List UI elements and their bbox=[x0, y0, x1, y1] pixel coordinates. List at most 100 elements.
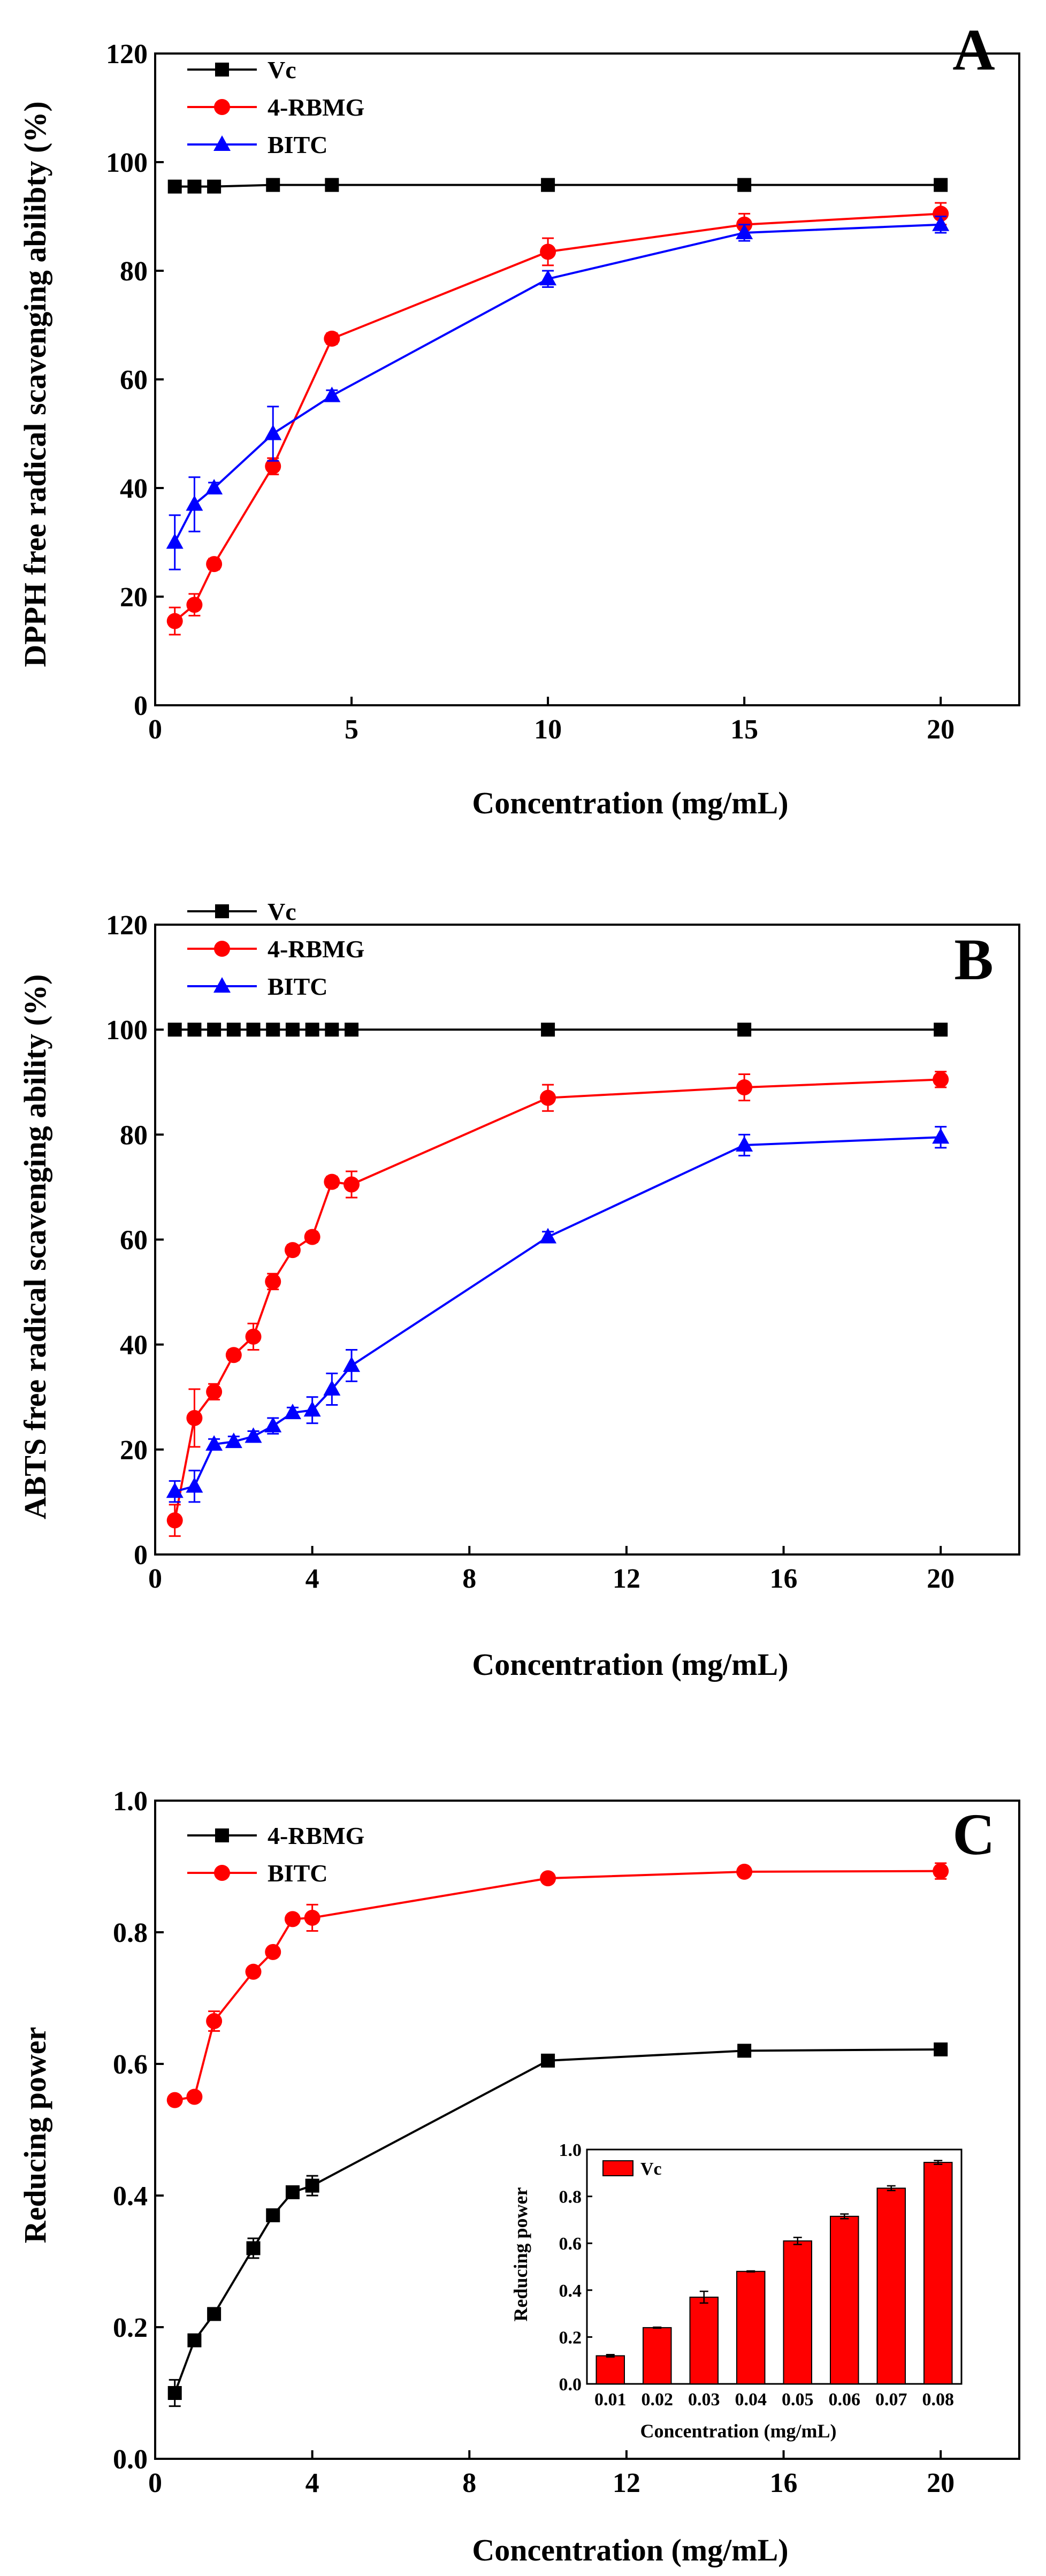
panel-a-chart: A Concentration (mg/mL) DPPH free radica… bbox=[18, 17, 1020, 820]
panel-b-x-tick-label: 20 bbox=[927, 1564, 955, 1594]
panel-c-legend-bitc-marker bbox=[214, 1865, 230, 1881]
panel-a-legend-bitc-label: BITC bbox=[268, 131, 327, 158]
panel-a-legend-4rbmg-marker bbox=[214, 99, 230, 115]
panel-b-legend-4rbmg-marker bbox=[214, 941, 230, 957]
panel-b-legend-vc-label: Vc bbox=[268, 898, 296, 925]
panel-c-y-axis-title: Reducing power bbox=[18, 2027, 52, 2243]
panel-a-x-tick-label: 15 bbox=[730, 714, 758, 745]
panel-c-series-bitc-point bbox=[540, 1870, 556, 1887]
panel-a-y-tick-label: 40 bbox=[120, 474, 148, 504]
panel-b-series-vc-point bbox=[737, 1023, 752, 1037]
panel-b-series-bitc-point bbox=[225, 1432, 242, 1449]
inset-bar-chart: Concentration (mg/mL) Reducing power 0.0… bbox=[510, 2140, 963, 2442]
panel-b-series-bitc-point bbox=[343, 1356, 361, 1372]
inset-x-tick-label: 0.01 bbox=[594, 2390, 627, 2410]
panel-b-legend-bitc-label: BITC bbox=[268, 973, 327, 1000]
panel-a-series-bitc-point bbox=[166, 533, 184, 549]
panel-c-series-bitc-point bbox=[736, 1863, 753, 1880]
inset-bar-vc bbox=[830, 2215, 859, 2385]
panel-c-series-4rbmg-point bbox=[266, 2208, 280, 2222]
inset-x-tick-label: 0.03 bbox=[688, 2390, 720, 2410]
panel-c-plot-frame bbox=[154, 1800, 1020, 2460]
inset-bar-vc bbox=[876, 2188, 906, 2385]
panel-b-y-tick-label: 100 bbox=[106, 1015, 148, 1046]
panel-a-series-4rbmg-point bbox=[933, 205, 949, 222]
panel-a-letter: A bbox=[952, 17, 995, 82]
inset-bar-vc bbox=[783, 2240, 812, 2384]
panel-b-series-4rbmg-point bbox=[206, 1383, 223, 1400]
panel-c-legend-4rbmg-marker bbox=[215, 1828, 229, 1842]
panel-b-series-bitc-point bbox=[303, 1401, 321, 1417]
inset-y-tick-label: 1.0 bbox=[559, 2140, 582, 2160]
panel-a-y-tick-label: 100 bbox=[106, 148, 148, 178]
panel-c-series-4rbmg-point bbox=[737, 2044, 752, 2058]
panel-b-series-4rbmg-point bbox=[933, 1071, 949, 1088]
panel-c-y-tick-label: 1.0 bbox=[113, 1786, 148, 1817]
panel-b-x-tick-label: 4 bbox=[306, 1564, 319, 1594]
panel-a-series-bitc-point bbox=[205, 479, 223, 494]
inset-legend-vc-label: Vc bbox=[640, 2159, 662, 2179]
panel-b-series-4rbmg-point bbox=[304, 1229, 320, 1245]
inset-x-tick-label: 0.08 bbox=[922, 2390, 955, 2410]
panel-a-series-vc-point bbox=[167, 179, 182, 194]
inset-y-tick-label: 0.8 bbox=[559, 2188, 582, 2207]
panel-a-y-tick-label: 120 bbox=[106, 39, 148, 70]
panel-a-series-4rbmg-point bbox=[186, 597, 203, 613]
panel-a-series-4rbmg-point bbox=[166, 613, 183, 629]
panel-a-y-tick-label: 0 bbox=[134, 691, 148, 721]
panel-b-series-vc-point bbox=[345, 1023, 359, 1037]
panel-b-x-axis-title: Concentration (mg/mL) bbox=[472, 1647, 788, 1682]
panel-c-series-4rbmg-point bbox=[167, 2386, 182, 2400]
panel-a-series-vc-point bbox=[266, 178, 280, 192]
panel-b-series-vc-point bbox=[305, 1023, 319, 1037]
panel-a-y-axis-title: DPPH free radical scavenging abilibty (%… bbox=[18, 101, 52, 667]
panel-a-series-vc-point bbox=[737, 178, 752, 192]
panel-b-series-vc-point bbox=[226, 1023, 241, 1037]
panel-a-series-vc-point bbox=[325, 178, 339, 192]
panel-b-series-4rbmg-point bbox=[245, 1328, 262, 1345]
panel-b-y-tick-label: 0 bbox=[134, 1540, 148, 1571]
panel-b-series-4rbmg-point bbox=[540, 1089, 556, 1106]
inset-legend-vc-swatch bbox=[602, 2160, 633, 2176]
inset-bar-vc bbox=[689, 2296, 719, 2384]
inset-y-tick-label: 0.0 bbox=[559, 2375, 582, 2395]
panel-c-x-tick-label: 16 bbox=[770, 2468, 798, 2498]
panel-a-legend-vc-label: Vc bbox=[268, 56, 296, 83]
panel-a-legend-4rbmg-label: 4-RBMG bbox=[268, 94, 364, 121]
panel-c-series-bitc-point bbox=[166, 2092, 183, 2108]
inset-x-tick-label: 0.04 bbox=[735, 2390, 767, 2410]
panel-a-series-4rbmg-point bbox=[540, 243, 556, 260]
panel-c-x-tick-label: 4 bbox=[306, 2468, 319, 2498]
panel-b-series-4rbmg-point bbox=[265, 1273, 281, 1290]
panel-a-series-bitc-point bbox=[932, 215, 950, 231]
panel-c-x-tick-label: 20 bbox=[927, 2468, 955, 2498]
panel-b-x-tick-label: 8 bbox=[462, 1564, 476, 1594]
panel-c-x-axis-title: Concentration (mg/mL) bbox=[472, 2533, 788, 2567]
panel-b-y-tick-label: 60 bbox=[120, 1225, 148, 1256]
panel-b-series-bitc-point bbox=[186, 1477, 203, 1493]
panel-c-series-bitc-point bbox=[933, 1863, 949, 1879]
panel-b-legend-4rbmg-label: 4-RBMG bbox=[268, 935, 364, 963]
inset-x-tick-label: 0.02 bbox=[642, 2390, 674, 2410]
panel-c-chart: C Concentration (mg/mL) Reducing power 0… bbox=[18, 1786, 1020, 2567]
panel-a-series-vc-point bbox=[207, 179, 222, 194]
panel-c-series-4rbmg-point bbox=[305, 2178, 319, 2193]
panel-b-series-vc-point bbox=[207, 1023, 222, 1037]
panel-a-x-axis-title: Concentration (mg/mL) bbox=[472, 786, 788, 820]
panel-c-series-bitc-point bbox=[186, 2089, 203, 2105]
panel-c-series-bitc-point bbox=[265, 1944, 281, 1960]
panel-b-series-4rbmg-point bbox=[225, 1347, 242, 1363]
panel-c-series-4rbmg-point bbox=[187, 2333, 202, 2348]
panel-c-series-4rbmg-point bbox=[285, 2185, 300, 2199]
panel-b-series-4rbmg-point bbox=[343, 1176, 360, 1193]
inset-x-axis-title: Concentration (mg/mL) bbox=[640, 2420, 837, 2442]
panel-b-series-4rbmg-point bbox=[736, 1079, 753, 1096]
panel-a-series-bitc-point bbox=[323, 386, 341, 402]
panel-a-series-bitc-point bbox=[539, 270, 557, 286]
panel-b-letter: B bbox=[954, 927, 993, 992]
panel-a-x-tick-label: 5 bbox=[345, 714, 358, 745]
panel-c-y-tick-label: 0.0 bbox=[113, 2444, 148, 2475]
panel-b-series-bitc-point bbox=[932, 1128, 950, 1144]
inset-x-tick-label: 0.05 bbox=[782, 2390, 814, 2410]
inset-y-axis-title: Reducing power bbox=[510, 2187, 531, 2321]
